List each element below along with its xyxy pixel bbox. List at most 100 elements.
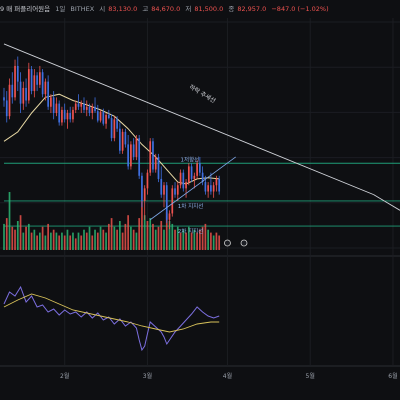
event-marker-icon[interactable] bbox=[240, 239, 248, 247]
change-value: −847.0 (−1.02%) bbox=[271, 5, 329, 13]
candle-body bbox=[196, 163, 198, 176]
volume-bar bbox=[215, 232, 218, 250]
volume-bar bbox=[47, 223, 49, 250]
candle-body bbox=[99, 111, 102, 121]
volume-bar bbox=[16, 221, 19, 250]
candle-body bbox=[146, 172, 149, 189]
candle-body bbox=[152, 141, 154, 170]
volume-bar bbox=[58, 235, 61, 250]
low-label: 저 bbox=[185, 5, 192, 13]
volume-bar bbox=[5, 218, 8, 250]
candle-body bbox=[121, 131, 124, 151]
volume-bar bbox=[72, 232, 74, 250]
volume-bar bbox=[88, 226, 91, 250]
oscillator-line bbox=[3, 285, 220, 352]
time-axis-label: 2월 bbox=[60, 372, 69, 380]
support1-label: 1차 지지선 bbox=[178, 202, 204, 210]
candle-body bbox=[102, 111, 105, 124]
moving-average-line bbox=[3, 93, 220, 185]
volume-bar bbox=[116, 229, 118, 250]
volume-bar bbox=[41, 226, 44, 250]
candle-body bbox=[113, 119, 116, 139]
volume-bar bbox=[8, 192, 11, 250]
candle-body bbox=[160, 178, 163, 195]
open-label: 시 bbox=[99, 5, 106, 13]
candle-body bbox=[91, 106, 94, 114]
high-label: 고 bbox=[142, 5, 149, 13]
candle-body bbox=[171, 188, 174, 214]
volume-bar bbox=[99, 226, 102, 250]
candle-body bbox=[105, 114, 107, 124]
candle-body bbox=[58, 103, 61, 123]
volume-bar bbox=[185, 232, 187, 250]
volume-bar bbox=[171, 223, 174, 250]
volume-bar bbox=[94, 229, 96, 250]
candle-body bbox=[25, 87, 27, 101]
volume-bar bbox=[210, 232, 212, 250]
volume-bar bbox=[193, 229, 196, 250]
candle-body bbox=[190, 166, 193, 179]
volume-bar bbox=[61, 232, 63, 250]
candle-body bbox=[16, 65, 19, 82]
candle-body bbox=[124, 131, 127, 145]
volume-bar bbox=[30, 232, 33, 250]
volume-bar bbox=[179, 232, 182, 250]
close-value: 82,957.0 bbox=[237, 5, 267, 13]
volume-bar bbox=[135, 232, 138, 250]
candle-body bbox=[110, 118, 113, 139]
volume-bar bbox=[22, 232, 25, 250]
volume-bar bbox=[143, 215, 146, 250]
candle-body bbox=[182, 172, 185, 189]
volume-bar bbox=[132, 229, 135, 250]
time-axis-label: 3월 bbox=[143, 372, 152, 380]
downtrend-line-extension[interactable] bbox=[373, 194, 400, 211]
rising-support-line[interactable] bbox=[149, 156, 236, 221]
interval-label[interactable]: 1일 bbox=[55, 5, 66, 13]
candle-body bbox=[212, 185, 215, 192]
volume-bar bbox=[55, 232, 58, 250]
volume-bar bbox=[165, 212, 168, 250]
downtrend-line[interactable] bbox=[3, 43, 374, 196]
candle-body bbox=[33, 75, 36, 92]
candle-body bbox=[132, 144, 135, 157]
time-axis-label: 6월 bbox=[388, 372, 397, 380]
candle-body bbox=[80, 103, 83, 107]
candle-body bbox=[55, 103, 58, 114]
time-axis-label: 5월 bbox=[306, 372, 315, 380]
candle-body bbox=[96, 111, 99, 121]
candle-body bbox=[77, 103, 80, 107]
candle-body bbox=[207, 185, 209, 192]
candle-body bbox=[179, 172, 182, 186]
candle-body bbox=[193, 175, 196, 179]
volume-bar bbox=[107, 223, 110, 250]
event-marker-icon[interactable] bbox=[224, 239, 231, 247]
low-value: 81,500.0 bbox=[194, 5, 224, 13]
candle-body bbox=[63, 109, 66, 120]
volume-bar bbox=[102, 229, 105, 250]
volume-bar bbox=[182, 229, 185, 250]
volume-bar bbox=[199, 229, 201, 250]
close-label: 종 bbox=[228, 5, 235, 13]
volume-bar bbox=[96, 232, 99, 250]
candle-body bbox=[168, 213, 171, 220]
volume-bar bbox=[3, 223, 5, 250]
candle-body bbox=[5, 100, 8, 117]
candle-body bbox=[174, 188, 176, 195]
volume-bar bbox=[149, 218, 152, 250]
volume-bar bbox=[218, 235, 221, 250]
candle-body bbox=[135, 138, 138, 157]
open-value: 83,130.0 bbox=[108, 5, 138, 13]
candle-body bbox=[36, 75, 38, 85]
candle-body bbox=[8, 84, 11, 117]
candle-body bbox=[27, 69, 30, 101]
volume-bar bbox=[130, 226, 132, 250]
volume-bar bbox=[160, 221, 163, 250]
volume-bar bbox=[138, 218, 141, 250]
candle-body bbox=[83, 103, 85, 110]
chart-background bbox=[0, 18, 400, 400]
candle-body bbox=[210, 185, 212, 192]
candle-body bbox=[50, 97, 52, 107]
candle-body bbox=[119, 128, 121, 151]
candle-body bbox=[201, 172, 204, 183]
